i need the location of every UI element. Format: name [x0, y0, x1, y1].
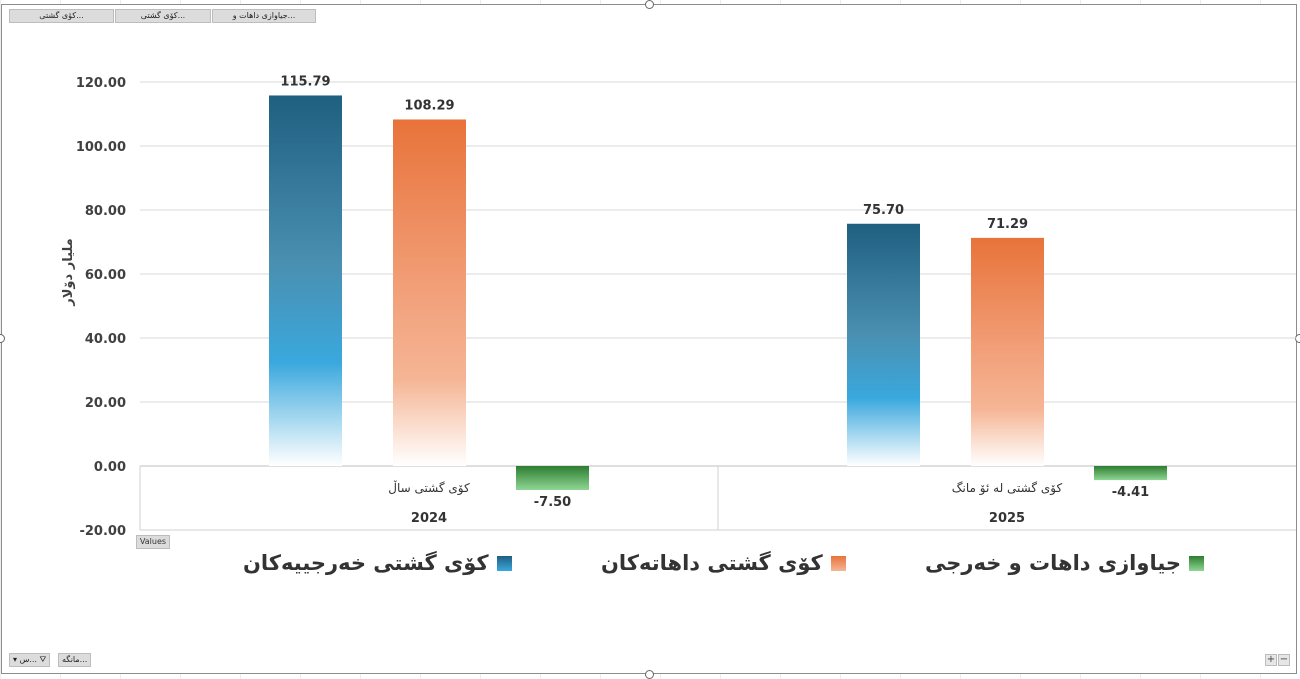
data-label: 75.70: [863, 203, 904, 218]
expense-bar[interactable]: [269, 95, 342, 467]
y-tick-label: 60.00: [85, 268, 126, 283]
y-tick-label: 20.00: [85, 396, 126, 411]
zoom-in-button[interactable]: +: [1265, 654, 1277, 666]
month-field-label: مانگە...: [62, 655, 88, 664]
legend-swatch-expense: [496, 555, 512, 571]
legend-item-diff[interactable]: جیاوازی داهات و خەرجی: [925, 548, 1205, 578]
legend-swatch-income: [830, 555, 846, 571]
field-button-income[interactable]: کۆی گشتی...: [115, 9, 211, 23]
diff-bar[interactable]: [516, 466, 589, 490]
zoom-out-button[interactable]: −: [1278, 654, 1290, 666]
chart-area[interactable]: [1, 4, 1297, 674]
diff-bar[interactable]: [1094, 466, 1167, 481]
filter-field-label: س...: [19, 655, 37, 664]
category-label: کۆی گشتی لە ئۆ مانگ: [952, 481, 1063, 496]
chevron-down-icon: ▾: [13, 655, 18, 664]
y-tick-label: 80.00: [85, 204, 126, 219]
category-group-label: 2025: [989, 511, 1025, 526]
y-tick-label: 100.00: [76, 140, 126, 155]
field-button-difference[interactable]: جیاوازی داهات و...: [212, 9, 316, 23]
legend-label-income: کۆی گشتی داهاتەکان: [601, 551, 823, 575]
y-tick-label: 0.00: [94, 460, 126, 475]
legend-item-income[interactable]: کۆی گشتی داهاتەکان: [601, 548, 846, 578]
resize-handle-top[interactable]: [645, 0, 654, 9]
expense-bar[interactable]: [847, 223, 920, 466]
legend-swatch-diff: [1189, 555, 1205, 571]
income-bar[interactable]: [393, 119, 466, 467]
legend-label-expense: کۆی گشتی خەرجییەکان: [243, 551, 489, 575]
category-group-label: 2024: [411, 511, 447, 526]
resize-handle-left[interactable]: [0, 334, 5, 343]
values-field-button[interactable]: Values: [136, 535, 170, 549]
y-tick-label: 120.00: [76, 76, 126, 91]
legend-item-expense[interactable]: کۆی گشتی خەرجییەکان: [243, 548, 512, 578]
data-label: 115.79: [280, 74, 330, 89]
data-label: -4.41: [1112, 485, 1149, 500]
legend-label-diff: جیاوازی داهات و خەرجی: [925, 551, 1182, 575]
funnel-icon: ⛛: [39, 655, 47, 664]
field-button-expense[interactable]: کۆی گشتی...: [9, 9, 114, 23]
income-bar[interactable]: [971, 237, 1044, 466]
month-field-button[interactable]: مانگە...: [58, 653, 92, 667]
data-label: 108.29: [404, 98, 454, 113]
y-axis-title: ملیار دۆلار: [61, 238, 76, 306]
category-label: کۆی گشتی ساڵ: [388, 480, 470, 496]
data-label: -7.50: [534, 495, 571, 510]
filter-field-button[interactable]: ▾ س... ⛛: [9, 653, 51, 667]
y-tick-label: -20.00: [79, 524, 126, 539]
data-label: 71.29: [987, 217, 1028, 232]
y-tick-label: 40.00: [85, 332, 126, 347]
